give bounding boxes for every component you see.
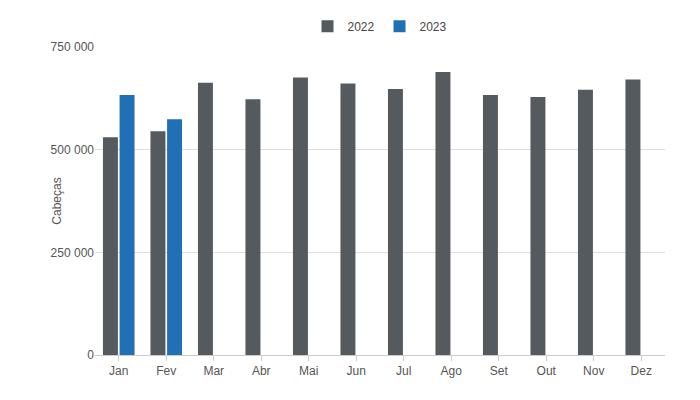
svg-text:Fev: Fev <box>156 364 176 378</box>
svg-text:Out: Out <box>537 364 557 378</box>
svg-text:Mai: Mai <box>299 364 318 378</box>
svg-text:Ago: Ago <box>441 364 463 378</box>
svg-text:Abr: Abr <box>252 364 271 378</box>
svg-text:250 000: 250 000 <box>51 246 95 260</box>
svg-text:500 000: 500 000 <box>51 143 95 157</box>
svg-text:Nov: Nov <box>583 364 604 378</box>
svg-text:Jan: Jan <box>109 364 128 378</box>
svg-text:2022: 2022 <box>348 20 375 34</box>
svg-text:Mar: Mar <box>203 364 224 378</box>
svg-text:2023: 2023 <box>420 20 447 34</box>
svg-text:0: 0 <box>87 348 94 362</box>
svg-text:Cabeças: Cabeças <box>50 177 64 224</box>
svg-text:Dez: Dez <box>631 364 652 378</box>
svg-text:Jun: Jun <box>347 364 366 378</box>
svg-text:Jul: Jul <box>396 364 411 378</box>
svg-text:750 000: 750 000 <box>51 40 95 54</box>
svg-text:Set: Set <box>490 364 509 378</box>
